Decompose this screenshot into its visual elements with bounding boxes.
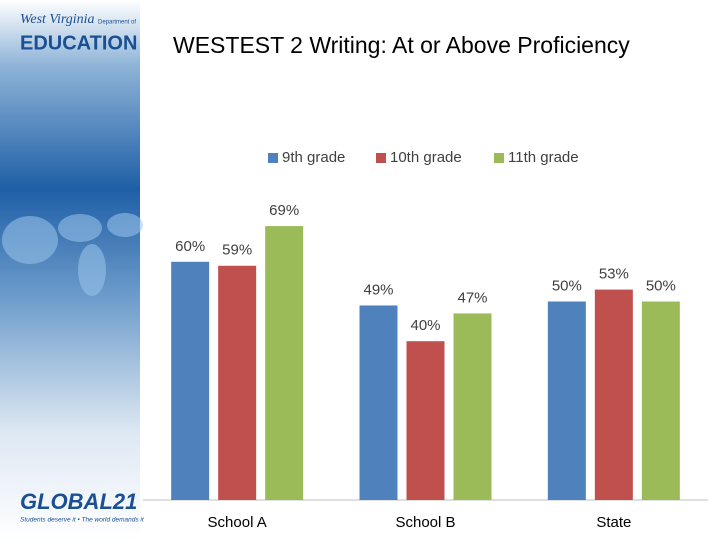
value-label: 50% [646,277,676,294]
legend-label: 10th grade [390,149,462,166]
logo-program: GLOBAL21 [20,489,137,514]
value-label: 60% [175,238,205,255]
chart-title: WESTEST 2 Writing: At or Above Proficien… [173,32,630,58]
bar [547,301,586,500]
legend-swatch [268,153,278,163]
logo-state: West Virginia [20,12,95,27]
sidebar [0,0,140,540]
legend-label: 11th grade [508,149,579,166]
logo-tagline: Students deserve it • The world demands … [20,517,145,524]
map-decoration [2,213,143,296]
bar [641,301,680,500]
bar [265,226,304,500]
x-tick-label: State [596,514,631,531]
bar [359,305,398,500]
bar [594,289,633,500]
bar [218,265,257,500]
logo-agency: EDUCATION [20,32,137,54]
value-label: 69% [269,202,299,219]
value-label: 59% [222,242,252,259]
value-label: 53% [599,266,629,283]
x-tick-label: School A [208,514,267,531]
bar [171,261,210,500]
value-label: 47% [457,289,487,306]
legend-swatch [494,153,504,163]
bar [453,313,492,500]
legend-swatch [376,153,386,163]
x-tick-label: School B [395,514,455,531]
bar [406,341,445,500]
value-label: 40% [410,317,440,334]
legend-label: 9th grade [282,149,345,166]
value-label: 50% [552,277,582,294]
value-label: 49% [363,281,393,298]
logo-department: Department of [98,20,136,26]
